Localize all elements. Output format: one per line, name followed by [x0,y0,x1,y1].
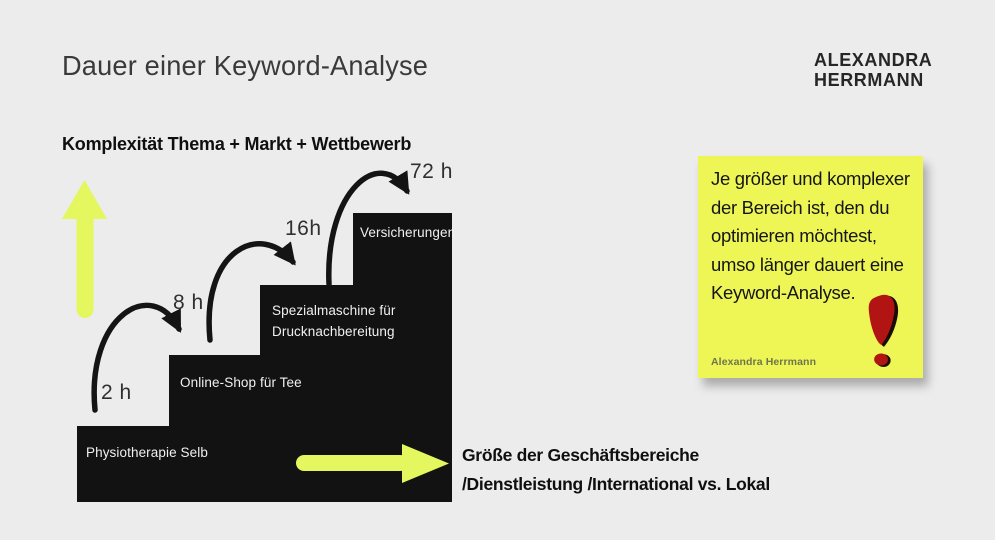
curve-arrow-step3-icon [326,170,410,287]
x-axis-label-line1: Größe der Geschäftsbereiche [462,445,699,465]
duration-label-8h: 8 h [173,291,204,314]
duration-label-72h: 72 h [410,160,453,183]
curve-arrow-step1-icon [91,302,182,413]
step-label-physiotherapie: Physiotherapie Selb [86,445,208,460]
staircase-shape [77,213,452,502]
sticky-note-text: Je größer und komplexer der Bereich ist,… [711,168,910,303]
step-label-spezialmaschine: Spezialmaschine für Drucknachbereitung [272,303,396,339]
duration-label-16h: 16h [285,217,322,240]
page-title: Dauer einer Keyword-Analyse [62,50,429,81]
x-axis-label: Größe der Geschäftsbereiche /Dienstleist… [462,441,770,499]
duration-label-2h: 2 h [101,381,132,404]
sticky-note-author: Alexandra Herrmann [711,356,817,368]
x-axis-label-line2: /Dienstleistung /International vs. Lokal [462,474,770,494]
sticky-note: Je größer und komplexer der Bereich ist,… [698,156,923,378]
step-label-versicherungen: Versicherungen [360,225,456,240]
brand-logo-line1: ALEXANDRA [814,50,933,70]
right-arrow-icon [296,444,449,483]
up-arrow-icon [62,180,107,318]
brand-logo-line2: HERRMANN [814,70,924,90]
curve-arrow-step2-icon [206,241,296,343]
step-label-onlineshop: Online-Shop für Tee [180,375,302,390]
y-axis-label: Komplexität Thema + Markt + Wettbewerb [62,134,412,154]
exclamation-icon [868,294,899,367]
brand-logo: ALEXANDRA HERRMANN [814,50,932,90]
